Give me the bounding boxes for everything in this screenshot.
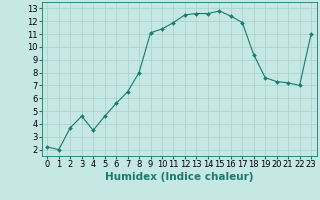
X-axis label: Humidex (Indice chaleur): Humidex (Indice chaleur) — [105, 172, 253, 182]
